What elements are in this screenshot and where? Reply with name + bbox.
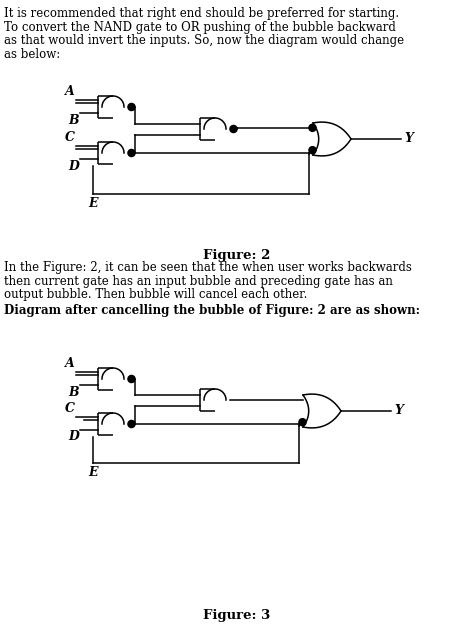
Text: It is recommended that right end should be preferred for starting.: It is recommended that right end should … — [4, 7, 399, 20]
Text: To convert the NAND gate to OR pushing of the bubble backward: To convert the NAND gate to OR pushing o… — [4, 21, 396, 33]
Text: output bubble. Then bubble will cancel each other.: output bubble. Then bubble will cancel e… — [4, 288, 307, 301]
Text: In the Figure: 2, it can be seen that the when user works backwards: In the Figure: 2, it can be seen that th… — [4, 261, 412, 274]
Text: B: B — [68, 386, 79, 399]
Circle shape — [309, 147, 316, 153]
Circle shape — [230, 126, 237, 133]
Text: C: C — [65, 402, 75, 415]
Text: A: A — [65, 357, 75, 370]
Text: then current gate has an input bubble and preceding gate has an: then current gate has an input bubble an… — [4, 274, 393, 287]
Circle shape — [128, 104, 135, 111]
Text: Y: Y — [394, 404, 403, 418]
Text: D: D — [68, 160, 79, 172]
Circle shape — [128, 421, 135, 428]
Text: C: C — [65, 131, 75, 144]
Text: Figure: 2: Figure: 2 — [203, 249, 271, 262]
Text: as below:: as below: — [4, 48, 60, 60]
Text: A: A — [65, 85, 75, 98]
Text: E: E — [88, 466, 98, 479]
Circle shape — [128, 376, 135, 382]
Text: Y: Y — [404, 133, 413, 145]
Text: Diagram after cancelling the bubble of Figure: 2 are as shown:: Diagram after cancelling the bubble of F… — [4, 304, 420, 317]
Circle shape — [299, 419, 306, 426]
Text: E: E — [88, 197, 98, 210]
Text: B: B — [68, 113, 79, 126]
Text: as that would invert the inputs. So, now the diagram would change: as that would invert the inputs. So, now… — [4, 34, 404, 47]
Text: D: D — [68, 430, 79, 443]
Circle shape — [128, 150, 135, 157]
Circle shape — [309, 125, 316, 131]
Text: Figure: 3: Figure: 3 — [203, 609, 271, 622]
